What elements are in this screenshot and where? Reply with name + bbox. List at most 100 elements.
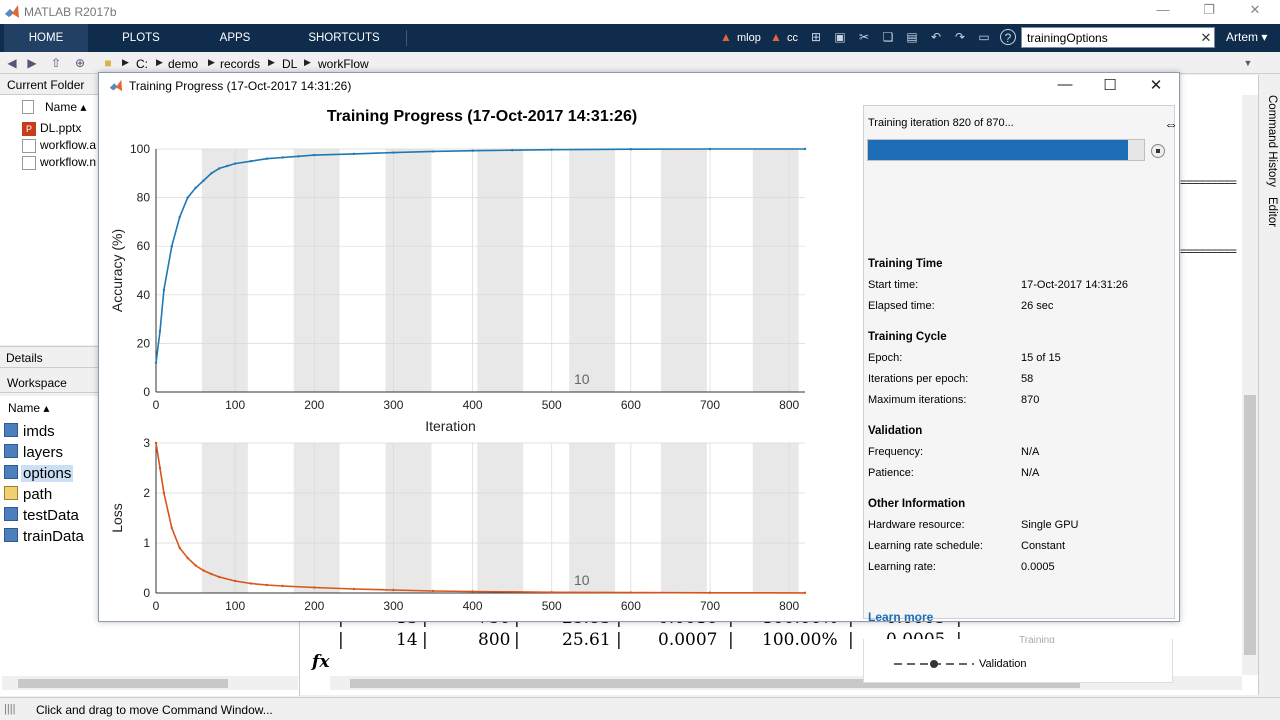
info-value: 17-Oct-2017 14:31:26 bbox=[1021, 279, 1129, 291]
info-label: Learning rate: bbox=[868, 561, 936, 573]
series-point bbox=[158, 330, 162, 333]
up-folder-icon[interactable]: ⇧ bbox=[50, 56, 62, 70]
file-item[interactable]: workflow.n bbox=[22, 155, 96, 171]
series-point bbox=[550, 148, 553, 151]
y-tick-label: 20 bbox=[137, 336, 151, 350]
save-icon[interactable]: ▣ bbox=[834, 30, 846, 44]
shortcut-cc[interactable]: cc bbox=[787, 32, 798, 44]
series-line bbox=[155, 148, 805, 363]
tab-command-history[interactable]: Command History bbox=[1266, 95, 1278, 188]
series-point bbox=[510, 149, 514, 152]
workspace-variable[interactable]: layers bbox=[4, 444, 65, 464]
x-tick-label: 200 bbox=[304, 599, 324, 613]
tab-editor[interactable]: Editor bbox=[1266, 197, 1278, 228]
section-title: Other Information bbox=[868, 498, 966, 510]
training-window-titlebar[interactable]: Training Progress (17-Oct-2017 14:31:26)… bbox=[99, 73, 1179, 99]
breadcrumb-records[interactable]: records bbox=[220, 57, 261, 71]
validation-legend-marker-icon bbox=[894, 660, 974, 668]
separator-line: ========= bbox=[1180, 244, 1237, 258]
search-documentation-input[interactable] bbox=[1021, 27, 1215, 48]
workspace-variable[interactable]: trainData bbox=[4, 528, 86, 548]
variable-icon bbox=[4, 528, 18, 542]
minimize-button[interactable]: — bbox=[1156, 2, 1170, 17]
name-column-header[interactable]: Name ▴ bbox=[45, 100, 87, 114]
series-point bbox=[233, 579, 237, 583]
series-point bbox=[154, 361, 158, 365]
chart-title: Training Progress (17-Oct-2017 14:31:26) bbox=[326, 108, 638, 125]
x-tick-label: 700 bbox=[700, 398, 720, 412]
breadcrumb-dl[interactable]: DL bbox=[282, 57, 298, 71]
y-axis-label: Accuracy (%) bbox=[109, 229, 125, 312]
training-progress-window[interactable]: Training Progress (17-Oct-2017 14:31:26)… bbox=[98, 72, 1180, 683]
workspace-variable[interactable]: path bbox=[4, 486, 54, 506]
pptx-file-icon: P bbox=[22, 121, 36, 136]
restore-button[interactable]: ❐ bbox=[1203, 2, 1215, 17]
tab-plots[interactable]: PLOTS bbox=[122, 32, 160, 44]
series-point bbox=[708, 591, 712, 594]
new-icon[interactable]: ⊞ bbox=[810, 30, 822, 44]
workspace-variable-selected[interactable]: options bbox=[4, 465, 74, 485]
name-column-header[interactable]: Name ▴ bbox=[8, 401, 50, 415]
series-point bbox=[249, 582, 253, 585]
y-tick-label: 1 bbox=[143, 536, 150, 550]
y-axis-label: Loss bbox=[109, 503, 125, 533]
info-value: 870 bbox=[1021, 394, 1040, 406]
switch-windows-icon[interactable]: ▭ bbox=[978, 30, 990, 44]
help-icon[interactable]: ? bbox=[1000, 29, 1016, 45]
file-item[interactable]: P DL.pptx bbox=[22, 121, 81, 137]
workspace-horizontal-scrollbar[interactable] bbox=[2, 676, 298, 690]
shortcut-mlop[interactable]: mlop bbox=[737, 32, 761, 44]
breadcrumb-drive[interactable]: C: bbox=[136, 57, 148, 71]
redo-icon[interactable]: ↷ bbox=[954, 30, 966, 44]
series-point bbox=[194, 564, 197, 567]
resize-grip-icon: |||| bbox=[4, 703, 16, 715]
workspace-variable[interactable]: testData bbox=[4, 507, 81, 527]
file-type-column-icon bbox=[22, 100, 34, 114]
close-button[interactable]: ✕ bbox=[1149, 77, 1163, 94]
maximize-button[interactable]: ☐ bbox=[1103, 77, 1117, 94]
close-button[interactable]: ✕ bbox=[1249, 2, 1261, 17]
matlab-shortcut-icon[interactable]: ▲ bbox=[720, 30, 732, 44]
cut-icon[interactable]: ✂ bbox=[858, 30, 870, 44]
series-point bbox=[629, 148, 633, 151]
stop-training-button[interactable] bbox=[1151, 144, 1165, 158]
breadcrumb-demo[interactable]: demo bbox=[168, 57, 199, 71]
x-tick-label: 100 bbox=[225, 398, 245, 412]
series-point bbox=[202, 569, 205, 572]
y-tick-label: 2 bbox=[143, 486, 150, 500]
series-point bbox=[550, 591, 553, 594]
x-tick-label: 300 bbox=[383, 398, 403, 412]
status-bar: |||| Click and drag to move Command Wind… bbox=[0, 697, 1280, 720]
tab-apps[interactable]: APPS bbox=[219, 32, 251, 44]
breadcrumb-workflow[interactable]: workFlow bbox=[318, 57, 369, 71]
command-window-vertical-scrollbar[interactable] bbox=[1242, 95, 1258, 675]
workspace-variable[interactable]: imds bbox=[4, 423, 57, 443]
tab-home[interactable]: HOME bbox=[4, 24, 88, 52]
copy-icon[interactable]: ❏ bbox=[882, 30, 894, 44]
address-dropdown-icon[interactable]: ▼ bbox=[1243, 58, 1253, 68]
forward-icon[interactable]: ▶ bbox=[27, 56, 37, 70]
command-prompt-fx[interactable]: fx bbox=[312, 652, 330, 672]
info-value: 58 bbox=[1021, 373, 1034, 385]
paste-icon[interactable]: ▤ bbox=[906, 30, 918, 44]
series-point bbox=[629, 591, 633, 594]
matlab-shortcut-icon[interactable]: ▲ bbox=[770, 30, 782, 44]
series-point bbox=[392, 588, 395, 592]
clear-search-icon[interactable]: ✕ bbox=[1200, 30, 1212, 45]
window-title: MATLAB R2017b bbox=[24, 5, 117, 19]
file-item[interactable]: workflow.a bbox=[22, 138, 96, 154]
tab-shortcuts[interactable]: SHORTCUTS bbox=[308, 32, 380, 44]
series-point bbox=[708, 147, 712, 151]
x-tick-label: 500 bbox=[542, 599, 562, 613]
series-point bbox=[158, 466, 162, 470]
browse-folder-icon[interactable]: ⊕ bbox=[74, 56, 86, 70]
user-account-menu[interactable]: Artem ▾ bbox=[1226, 30, 1268, 44]
x-tick-label: 800 bbox=[779, 599, 799, 613]
minimize-button[interactable]: — bbox=[1057, 76, 1073, 93]
series-point bbox=[154, 441, 158, 445]
learn-more-link[interactable]: Learn more bbox=[868, 610, 934, 624]
undo-icon[interactable]: ↶ bbox=[930, 30, 942, 44]
back-icon[interactable]: ◀ bbox=[7, 56, 17, 70]
epoch-label: 10 bbox=[574, 572, 590, 588]
progress-fill bbox=[868, 140, 1129, 160]
